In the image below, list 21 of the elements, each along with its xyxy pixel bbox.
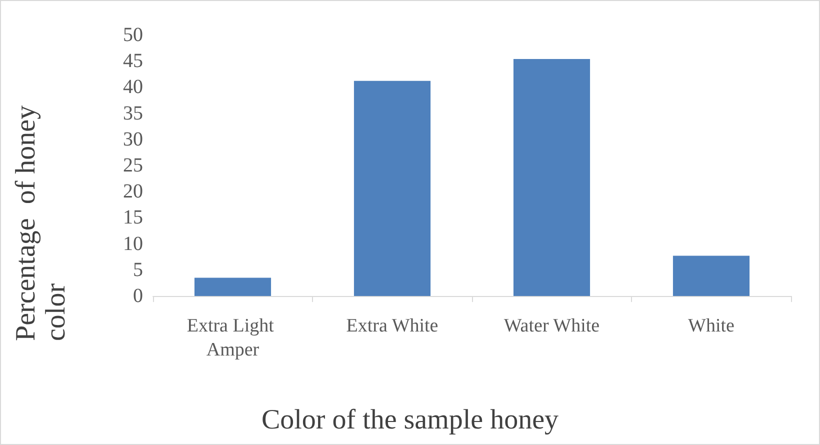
y-tick-label: 45 [123,50,143,72]
y-tick-label: 15 [123,206,143,229]
bar [513,59,590,296]
bar [194,278,272,296]
y-tick-label: 10 [123,232,143,255]
y-tick-label: 20 [123,180,143,203]
x-tick-label: Extra White [346,316,438,336]
bar [672,256,750,296]
x-tick-label: Water White [504,316,600,336]
y-tick-label: 0 [133,285,143,307]
y-tick-label: 30 [123,128,143,150]
x-tick-label: White [688,316,734,336]
y-tick-label: 40 [123,76,143,98]
y-tick-label: 25 [123,154,143,176]
y-tick-label: 50 [123,24,143,46]
bar [354,80,431,296]
y-tick-label: 5 [133,258,143,281]
y-axis-title: Percentage of honey color [10,98,72,341]
y-tick-label: 35 [123,102,143,124]
x-tick-label: Extra Light Amper [186,316,279,360]
x-axis-title: Color of the sample honey [261,404,559,436]
